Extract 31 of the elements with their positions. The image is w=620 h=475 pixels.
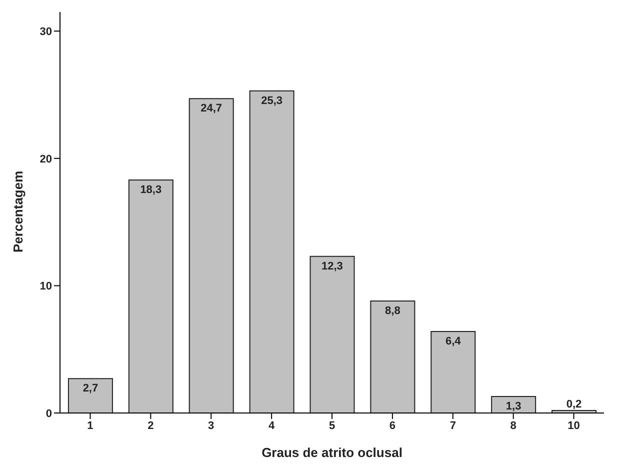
x-tick-label: 4 [268,420,276,432]
x-axis-title: Graus de atrito oclusal [262,445,402,460]
x-tick-label: 7 [450,420,456,432]
data-label: 2,7 [82,382,98,395]
data-label: 8,8 [385,304,400,317]
data-label: 1,3 [506,400,522,412]
bar [128,180,174,413]
x-tick-label: 8 [510,420,516,432]
bar [430,331,476,413]
bar [68,378,113,413]
data-label: 0,2 [566,398,582,410]
x-tick-label: 2 [148,420,154,432]
y-tick-label: 20 [40,153,52,166]
y-tick-label: 0 [46,408,52,420]
x-tick-label: 6 [389,420,396,432]
data-label: 12,3 [322,260,343,272]
bar [310,256,355,413]
data-label: 18,3 [140,184,162,196]
y-tick-label: 30 [40,26,52,38]
x-tick-label: 10 [568,420,580,432]
bar [249,90,294,413]
bar [188,98,234,413]
data-label: 24,7 [200,102,222,115]
data-label: 6,4 [445,336,462,348]
y-axis-title: Percentagem [10,170,26,252]
x-tick-label: 5 [328,420,336,432]
y-tick-label: 10 [40,280,52,293]
data-label: 25,3 [261,94,283,107]
bar [370,300,416,413]
x-tick-label: 3 [208,420,214,432]
x-tick-label: 1 [87,420,94,432]
